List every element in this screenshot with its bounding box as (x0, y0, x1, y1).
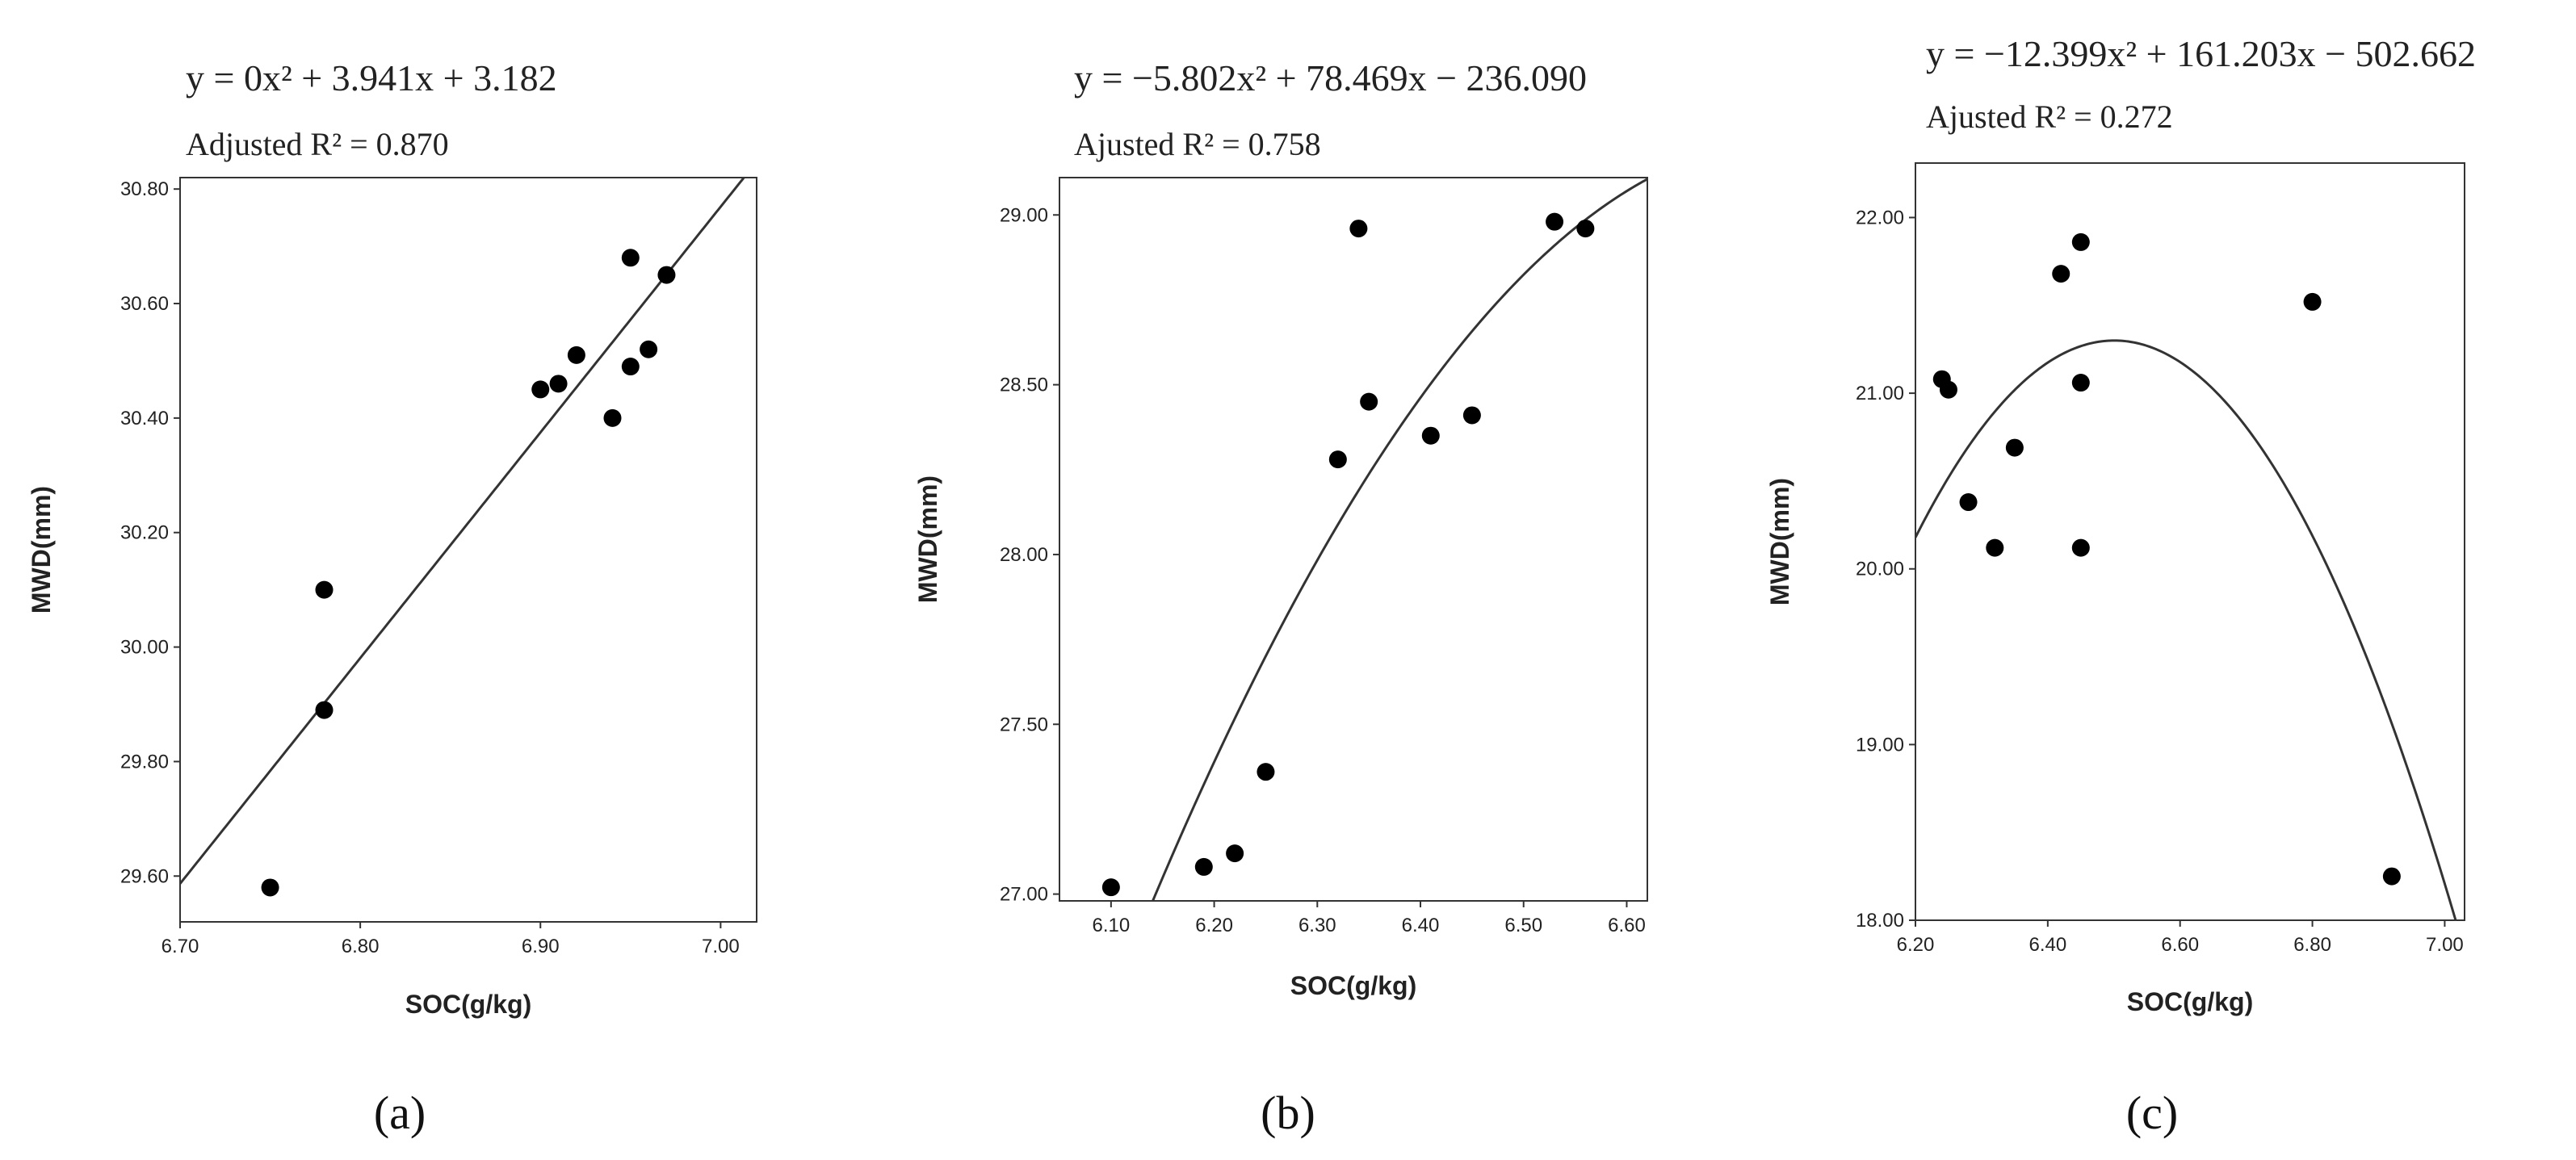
y-tick-label: 30.00 (120, 637, 169, 659)
x-axis-label: SOC(g/kg) (405, 990, 531, 1019)
y-tick-label: 30.80 (120, 178, 169, 200)
data-point (2303, 292, 2322, 311)
data-point (1226, 844, 1244, 863)
x-tick-label: 7.00 (2426, 934, 2464, 956)
y-tick-label: 29.60 (120, 865, 169, 887)
y-tick-label: 28.50 (1000, 375, 1048, 396)
data-point (531, 380, 550, 399)
fit-curve (1915, 339, 2457, 920)
panel-c: y = −12.399x² + 161.203x − 502.662 Ajust… (1765, 33, 2476, 1139)
r2-text: Ajusted R² = 0.758 (1074, 126, 1321, 162)
data-point (1194, 857, 1213, 876)
x-axis-label: SOC(g/kg) (2127, 987, 2253, 1016)
data-point (1939, 380, 1957, 399)
y-tick-label: 28.00 (1000, 544, 1048, 566)
data-point (567, 345, 585, 364)
data-point (1257, 763, 1275, 781)
plot-area: 6.10 6.20 6.30 6.40 6.50 6.60 27.00 27.50 28.00 2… (1000, 177, 1648, 936)
data-point (1360, 392, 1378, 411)
data-point (1328, 450, 1347, 469)
y-tick-label: 30.60 (120, 293, 169, 315)
x-tick-label: 7.00 (702, 936, 740, 957)
data-point (1101, 878, 1120, 897)
data-point (315, 701, 334, 719)
plot-area: 6.70 6.80 6.90 7.00 29.60 29.80 30.00 30.20 30.4… (120, 177, 757, 957)
data-point (261, 878, 279, 897)
x-tick-label: 6.20 (1897, 934, 1935, 956)
plot-frame (1059, 177, 1648, 902)
data-point (2071, 538, 2090, 557)
panel-label: (c) (2126, 1087, 2178, 1139)
data-point (1349, 220, 1368, 238)
x-tick-label: 6.60 (2161, 934, 2199, 956)
y-tick-label: 27.50 (1000, 714, 1048, 735)
x-tick-label: 6.40 (2028, 934, 2066, 956)
x-tick-label: 6.80 (2293, 934, 2331, 956)
y-tick-label: 29.80 (120, 751, 169, 773)
data-point (2005, 438, 2024, 457)
x-tick-label: 6.80 (342, 936, 380, 957)
data-point (2382, 867, 2401, 886)
data-point (1421, 426, 1440, 445)
y-axis-label: MWD(mm) (1765, 478, 1794, 605)
x-tick-label: 6.90 (522, 936, 560, 957)
x-tick-label: 6.20 (1195, 915, 1233, 936)
data-point (2071, 232, 2090, 251)
y-tick-label: 27.00 (1000, 884, 1048, 906)
y-tick-label: 30.40 (120, 408, 169, 429)
equation-text: y = −12.399x² + 161.203x − 502.662 (1926, 33, 2476, 74)
data-point (2071, 374, 2090, 392)
x-tick-label: 6.10 (1093, 915, 1131, 936)
panel-label: (a) (374, 1087, 426, 1139)
y-tick-label: 21.00 (1856, 383, 1904, 404)
data-point (657, 266, 676, 284)
data-point (621, 249, 640, 267)
data-point (1462, 406, 1481, 425)
x-tick-label: 6.70 (162, 936, 199, 957)
panel-b: y = −5.802x² + 78.469x − 236.090 Ajusted… (913, 57, 1648, 1139)
y-axis-label: MWD(mm) (913, 475, 942, 603)
y-tick-label: 18.00 (1856, 910, 1904, 932)
data-point (315, 580, 334, 599)
r2-text: Ajusted R² = 0.272 (1926, 98, 2173, 135)
data-point (1576, 220, 1595, 238)
plot-frame (179, 177, 757, 923)
equation-text: y = 0x² + 3.941x + 3.182 (186, 57, 557, 98)
plot-area: 6.20 6.40 6.60 6.80 7.00 18.00 19.00 20.00 21.00… (1856, 162, 2465, 956)
r2-text: Adjusted R² = 0.870 (186, 126, 449, 162)
panel-a: y = 0x² + 3.941x + 3.182 Adjusted R² = 0… (27, 57, 757, 1139)
panel-label: (b) (1261, 1087, 1315, 1139)
fit-curve (180, 178, 746, 885)
x-tick-label: 6.30 (1298, 915, 1336, 936)
y-tick-label: 30.20 (120, 522, 169, 544)
y-tick-label: 20.00 (1856, 559, 1904, 580)
data-point (2052, 265, 2070, 283)
x-tick-label: 6.40 (1402, 915, 1440, 936)
y-tick-label: 19.00 (1856, 734, 1904, 756)
x-tick-label: 6.50 (1504, 915, 1542, 936)
x-tick-label: 6.60 (1608, 915, 1646, 936)
y-axis-label: MWD(mm) (27, 486, 56, 614)
data-point (621, 358, 640, 376)
plot-frame (1915, 162, 2465, 921)
y-tick-label: 29.00 (1000, 204, 1048, 226)
data-point (1546, 212, 1564, 231)
data-point (603, 408, 622, 427)
data-point (1959, 493, 1978, 512)
data-point (640, 340, 658, 358)
equation-text: y = −5.802x² + 78.469x − 236.090 (1074, 57, 1587, 98)
x-axis-label: SOC(g/kg) (1290, 971, 1416, 1000)
data-point (549, 375, 568, 393)
data-point (1986, 538, 2004, 557)
y-tick-label: 22.00 (1856, 207, 1904, 228)
fit-curve (1151, 178, 1647, 901)
